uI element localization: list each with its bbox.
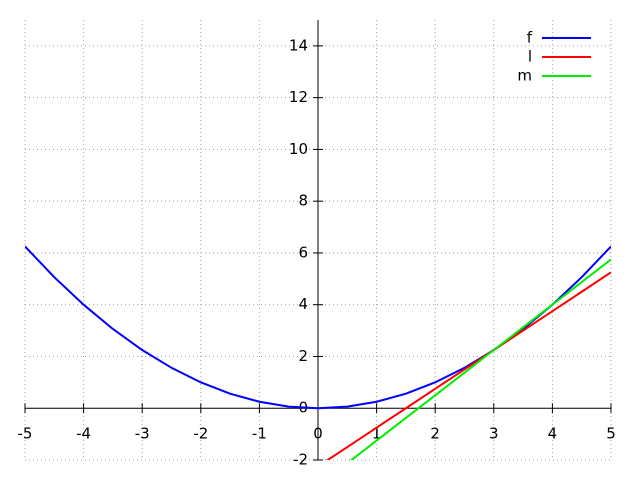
y-tick-label: 10 (289, 140, 308, 158)
series-line (325, 271, 611, 460)
x-tick-label: -4 (76, 425, 91, 443)
y-tick-label: 6 (298, 243, 308, 261)
legend-label: f (527, 29, 533, 47)
legend-label: m (517, 67, 532, 85)
y-tick-label: 2 (298, 347, 308, 365)
y-tick-label: 8 (298, 192, 308, 210)
x-tick-label: 5 (606, 425, 616, 443)
series-line (349, 258, 611, 460)
y-tick-label: 4 (298, 295, 308, 313)
x-tick-label: 1 (372, 425, 382, 443)
x-tick-label: 3 (489, 425, 499, 443)
x-tick-label: 2 (430, 425, 440, 443)
legend-label: l (528, 48, 532, 66)
x-tick-label: -2 (193, 425, 208, 443)
x-tick-label: -1 (252, 425, 267, 443)
x-tick-label: -3 (135, 425, 150, 443)
plot-area (25, 245, 611, 460)
x-tick-label: -5 (18, 425, 33, 443)
y-tick-label: 14 (289, 36, 308, 54)
x-tick-label: 4 (548, 425, 558, 443)
y-tick-label: 12 (289, 88, 308, 106)
y-tick-label: -2 (293, 451, 308, 469)
